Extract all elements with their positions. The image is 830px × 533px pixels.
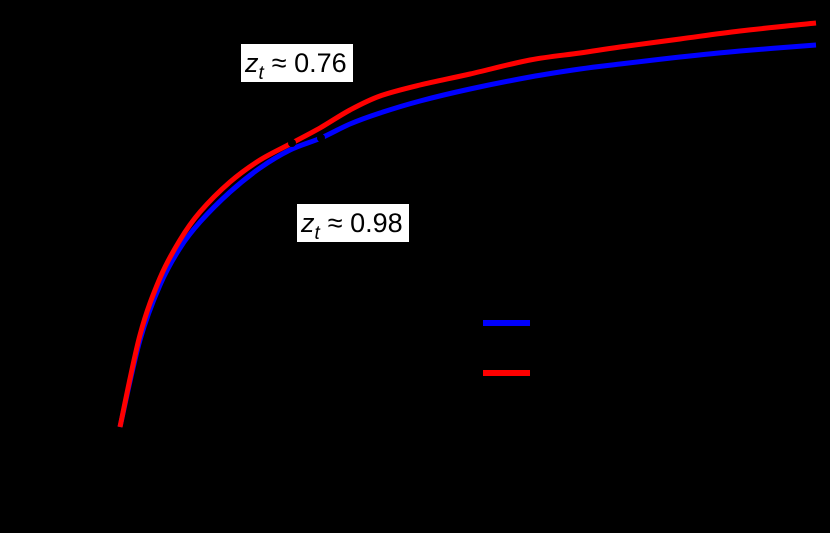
annotation-op: ≈: [327, 208, 343, 238]
annotation-value: 0.98: [350, 208, 403, 238]
series-gap-marker: [317, 134, 325, 142]
annotation-value: 0.76: [294, 48, 347, 78]
annotation-sub: t: [314, 223, 320, 244]
legend-swatch-red: [483, 370, 530, 376]
annotation-op: ≈: [271, 48, 287, 78]
annotation-zt-076: zt ≈ 0.76: [241, 44, 353, 84]
series-gap-marker: [288, 139, 296, 147]
legend-swatch-blue: [483, 320, 530, 326]
annotation-zt-098: zt ≈ 0.98: [297, 204, 409, 244]
annotation-var: z: [245, 48, 259, 78]
series-layer: [117, 20, 817, 428]
annotation-sub: t: [258, 63, 264, 84]
series-blue-line: [117, 42, 817, 428]
annotation-var: z: [301, 208, 315, 238]
series-red-line: [117, 20, 817, 428]
